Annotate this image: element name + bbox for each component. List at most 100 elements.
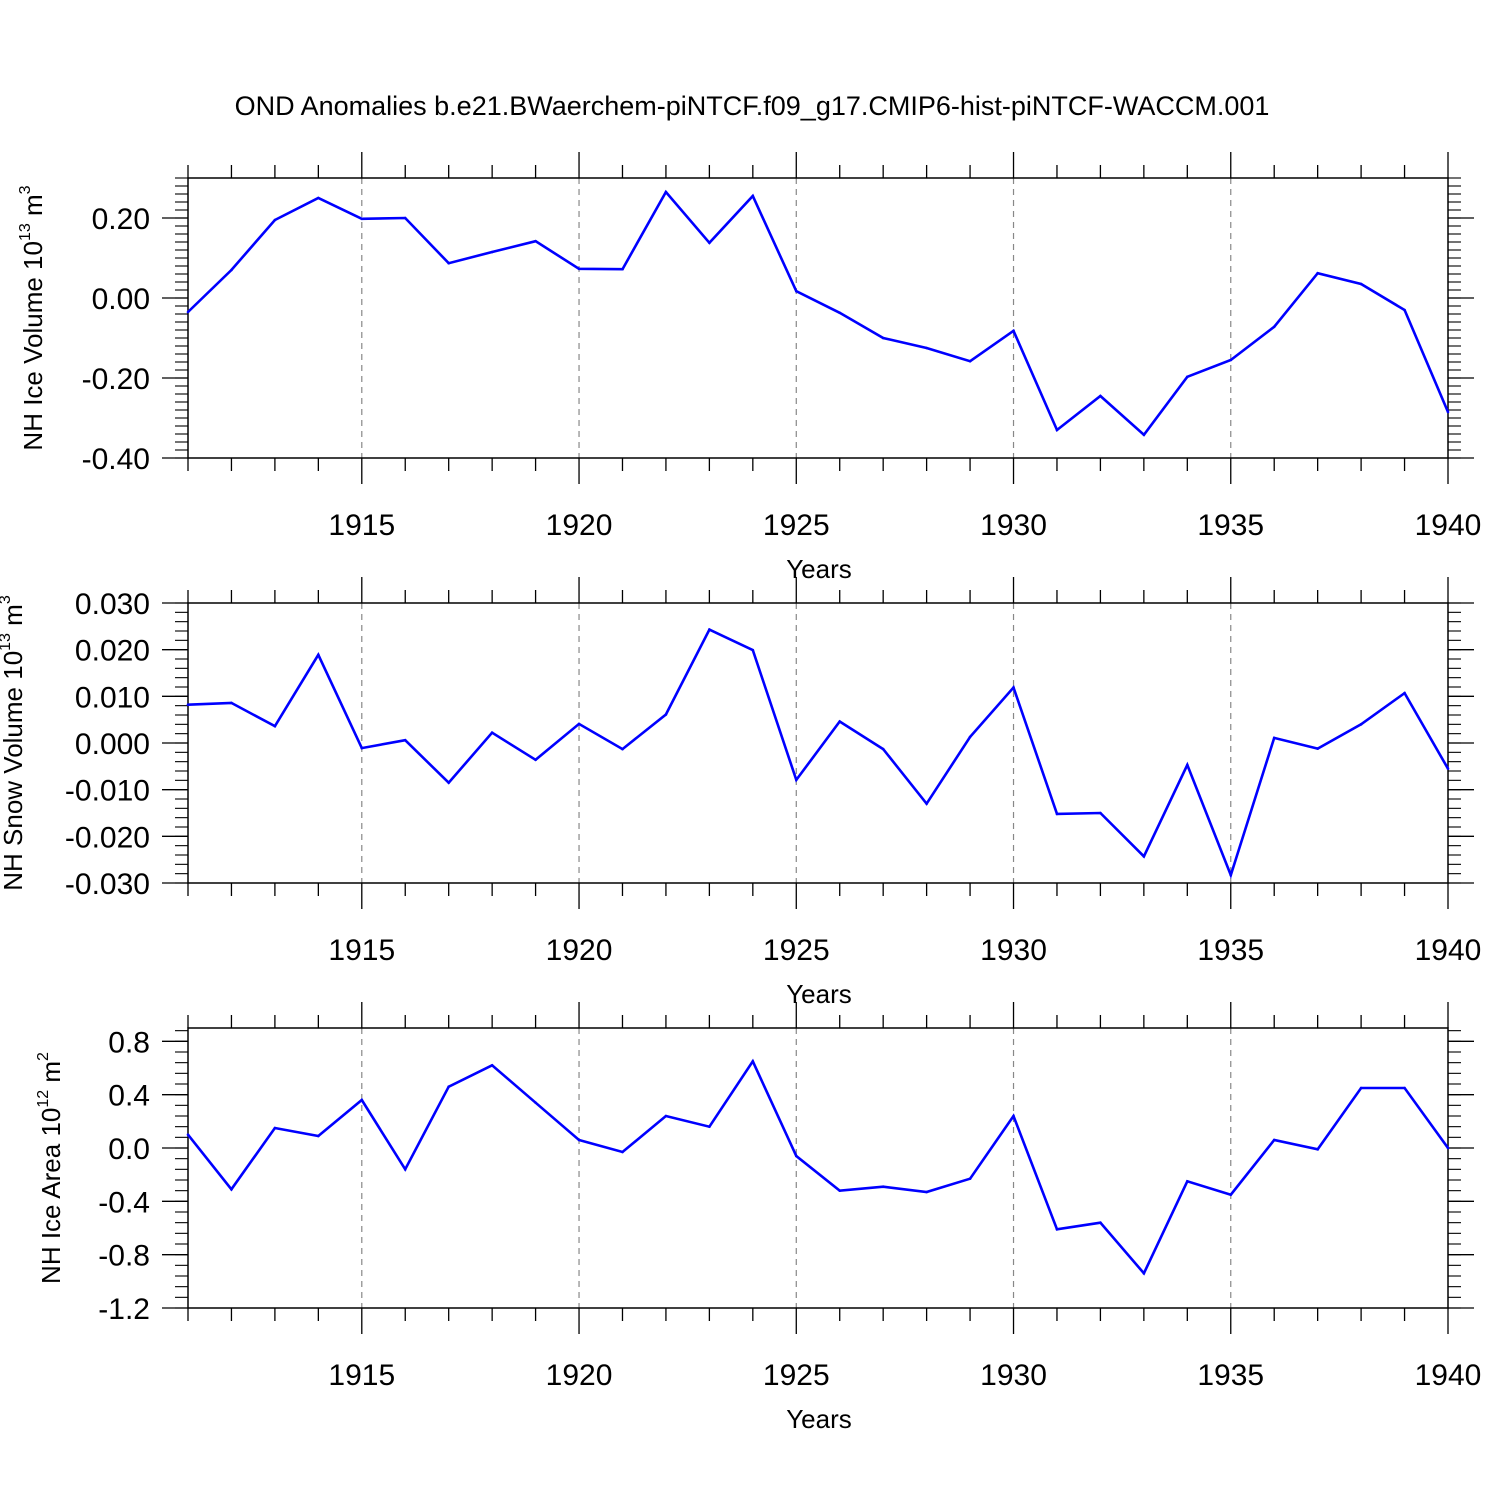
data-point (1142, 855, 1146, 858)
data-point (1142, 433, 1146, 437)
figure-title: OND Anomalies b.e21.BWaerchem-piNTCF.f09… (235, 91, 1270, 121)
y-tick-label: -0.20 (82, 363, 150, 396)
data-point (534, 1101, 537, 1104)
x-tick-label: 1930 (980, 934, 1047, 967)
data-point (577, 1138, 581, 1142)
data-point (1142, 1272, 1146, 1275)
data-point (708, 1125, 711, 1128)
data-point (577, 267, 581, 271)
data-point (1012, 1114, 1015, 1118)
data-point (1229, 1193, 1233, 1196)
x-tick-label: 1940 (1415, 934, 1482, 967)
data-point (794, 778, 798, 782)
data-point (447, 1085, 450, 1088)
data-point (230, 701, 233, 705)
data-point (968, 1177, 972, 1180)
panel-snow-volume: 1915 1920 1925 1930 1935 1940 Years -0.030 -0.02… (0, 577, 1481, 1009)
data-point (1012, 686, 1015, 689)
data-point (1316, 747, 1319, 750)
data-point (403, 1168, 407, 1171)
series-line (186, 1058, 1450, 1276)
y-tick-label: 0.4 (108, 1080, 150, 1113)
data-point (230, 268, 233, 272)
data-point (1359, 1086, 1363, 1090)
data-point (360, 217, 364, 221)
data-point (925, 346, 928, 350)
data-point (1099, 1221, 1102, 1224)
data-point (621, 747, 624, 751)
data-point (664, 190, 668, 194)
x-axis-title: Years (786, 1404, 852, 1434)
plot-frame (187, 602, 1449, 884)
x-tick-label: 1925 (763, 934, 830, 967)
data-point (794, 1154, 798, 1158)
data-point (621, 1150, 624, 1154)
data-point (708, 628, 711, 631)
y-tick-label: -0.010 (65, 775, 150, 808)
y-tick-label: -0.020 (65, 821, 150, 854)
x-tick-label: 1925 (763, 1359, 830, 1392)
series-line (187, 189, 1450, 437)
data-point (1316, 1148, 1319, 1151)
x-tick-label: 1925 (763, 509, 830, 542)
x-axis-title: Years (786, 554, 852, 584)
data-point (360, 746, 364, 750)
data-point (360, 1098, 364, 1102)
data-point (751, 194, 755, 198)
data-point (968, 735, 972, 739)
data-point (1403, 691, 1406, 695)
data-point (751, 1060, 755, 1063)
data-point (1446, 1146, 1450, 1150)
data-point (273, 724, 277, 728)
data-point (490, 250, 494, 254)
panel-ice-area: 1915 1920 1925 1930 1935 1940 Years -1.2 -0.8 -0.… (35, 1002, 1481, 1434)
y-tick-label: 0.030 (75, 588, 150, 621)
data-point (1055, 428, 1059, 432)
data-point (490, 731, 494, 735)
data-point (317, 1134, 320, 1138)
data-point (1055, 812, 1059, 816)
x-tick-label: 1920 (546, 1359, 613, 1392)
data-point (1403, 1086, 1406, 1090)
data-point (490, 1064, 494, 1067)
data-point (1272, 1138, 1276, 1142)
y-tick-label: -0.40 (82, 443, 150, 476)
y-tick-label: -1.2 (98, 1293, 150, 1326)
data-point (577, 722, 581, 726)
data-point (838, 1189, 842, 1192)
y-tick-label: 0.000 (75, 728, 150, 761)
x-tick-label: 1915 (328, 1359, 395, 1392)
data-point (664, 1114, 668, 1118)
x-tick-label: 1915 (328, 509, 395, 542)
x-tick-label: 1920 (546, 509, 613, 542)
data-point (317, 653, 320, 657)
y-axis-title: NH Ice Area 1012 m2 (35, 1052, 66, 1284)
y-tick-label: -0.8 (98, 1240, 150, 1273)
data-point (186, 703, 190, 707)
data-point (403, 738, 407, 742)
data-point (1403, 308, 1406, 312)
y-tick-label: -0.030 (65, 868, 150, 901)
data-point (1316, 271, 1319, 275)
data-point (1272, 736, 1276, 740)
data-point (881, 336, 885, 340)
data-point (1186, 763, 1189, 767)
data-point (403, 216, 407, 220)
y-tick-label: 0.0 (108, 1133, 150, 1166)
plot-frame (187, 177, 1449, 459)
data-point (230, 1188, 233, 1191)
data-point (1186, 1180, 1189, 1183)
x-tick-label: 1935 (1197, 509, 1264, 542)
data-point (1186, 375, 1189, 379)
data-point (273, 1126, 277, 1130)
data-point (751, 648, 755, 652)
panel-ice-volume: 1915 1920 1925 1930 1935 1940 Years -0.40 -0.20 0… (17, 152, 1481, 584)
x-tick-label: 1940 (1415, 1359, 1482, 1392)
x-tick-label: 1930 (980, 509, 1047, 542)
data-point (881, 1185, 885, 1188)
data-point (621, 267, 624, 271)
data-point (186, 1133, 190, 1136)
y-tick-label: -0.4 (98, 1186, 150, 1219)
data-point (447, 261, 450, 265)
